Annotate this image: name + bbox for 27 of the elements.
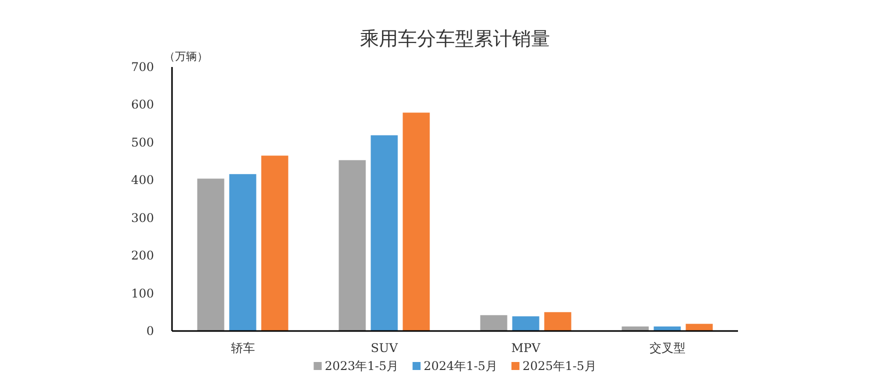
y-tick-label: 100 bbox=[131, 286, 154, 300]
x-tick-label: SUV bbox=[370, 341, 398, 355]
y-tick-label: 200 bbox=[131, 248, 154, 263]
legend-label: 2023年1-5月 bbox=[324, 359, 399, 373]
bar bbox=[261, 156, 288, 331]
bar bbox=[544, 312, 572, 331]
y-axis-title: （万辆） bbox=[164, 50, 208, 63]
bar bbox=[338, 160, 366, 331]
bar bbox=[370, 135, 398, 331]
bar bbox=[197, 178, 224, 331]
legend-label: 2024年1-5月 bbox=[424, 359, 498, 373]
y-tick-label: 300 bbox=[131, 210, 154, 225]
legend-label: 2025年1-5月 bbox=[522, 359, 596, 373]
chart-title: 乘用车分车型累计销量 bbox=[360, 28, 550, 50]
x-tick-label: 交叉型 bbox=[649, 341, 686, 355]
y-tick-label: 400 bbox=[131, 173, 154, 188]
y-tick-label: 0 bbox=[146, 324, 154, 338]
y-tick-label: 500 bbox=[131, 135, 154, 150]
x-tick-label: 轿车 bbox=[230, 341, 255, 355]
bar bbox=[229, 174, 256, 331]
bar bbox=[686, 324, 713, 331]
y-tick-label: 700 bbox=[131, 60, 154, 74]
bar bbox=[512, 316, 540, 331]
x-tick-label: MPV bbox=[511, 341, 541, 355]
y-tick-label: 600 bbox=[131, 98, 154, 112]
bar bbox=[480, 315, 508, 331]
bar bbox=[402, 112, 430, 331]
